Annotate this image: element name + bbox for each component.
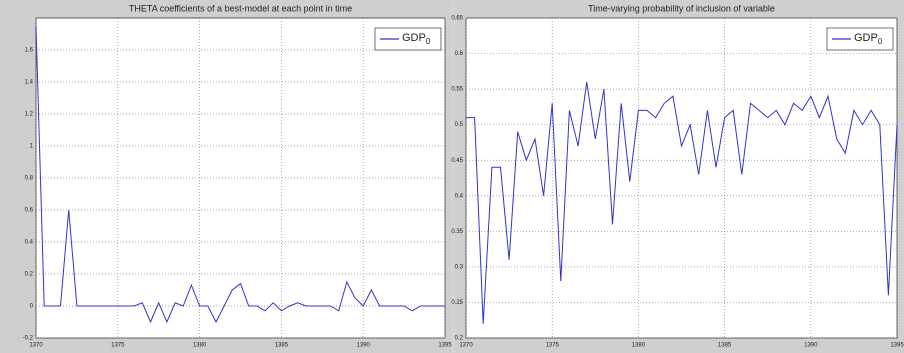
y-tick-label: 0.6 [25,208,34,214]
x-tick-label: 1380 [193,343,207,349]
y-tick-label: 0.2 [25,272,34,278]
legend-subscript: 0 [878,37,883,46]
x-tick-label: 1375 [111,343,125,349]
x-tick-label: 1385 [275,343,289,349]
x-tick-label: 1395 [438,343,452,349]
y-tick-label: 0.25 [451,300,463,306]
y-tick-label: 1.4 [25,80,34,86]
x-tick-label: 1390 [804,343,818,349]
y-tick-label: 0.3 [455,264,464,270]
y-tick-label: 0.8 [25,176,34,182]
x-tick-label: 1395 [890,343,904,349]
x-tick-label: 1390 [357,343,371,349]
y-tick-label: 0.6 [455,51,464,57]
legend-name: GDP [402,32,426,44]
plot-area [466,18,897,338]
x-tick-label: 1370 [29,343,43,349]
y-tick-label: 0.65 [451,16,463,22]
legend-name: GDP [854,32,878,44]
x-tick-label: 1375 [546,343,560,349]
y-tick-label: 0.4 [455,193,464,199]
y-tick-label: 1.6 [25,48,34,54]
y-tick-label: -0.2 [23,336,34,342]
y-tick-label: 0.35 [451,229,463,235]
x-tick-label: 1380 [632,343,646,349]
figure: THETA coefficients of a best-model at ea… [0,0,904,353]
y-tick-label: 0.5 [455,122,464,128]
x-tick-label: 1385 [718,343,732,349]
chart-title: THETA coefficients of a best-model at ea… [129,3,352,13]
x-tick-label: 1370 [459,343,473,349]
chart-title: Time-varying probability of inclusion of… [588,3,775,13]
legend-subscript: 0 [426,37,431,46]
y-tick-label: 1.2 [25,112,34,118]
y-tick-label: 0.2 [455,336,464,342]
y-tick-label: 0.4 [25,240,34,246]
y-tick-label: 0.55 [451,87,463,93]
y-tick-label: 0.45 [451,158,463,164]
